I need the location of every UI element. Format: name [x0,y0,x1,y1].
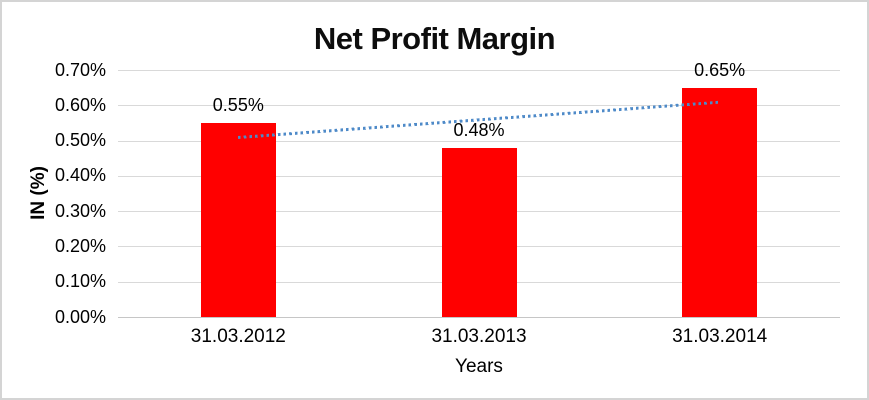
gridline [118,140,840,142]
y-tick-label: 0.60% [54,94,106,115]
x-tick-label: 31.03.2012 [190,326,286,347]
bar-data-label: 0.55% [212,94,264,115]
y-tick-label: 0.70% [54,59,106,80]
y-tick-label: 0.20% [54,235,106,256]
x-axis-title: Years [455,356,503,377]
bar-data-label: 0.65% [694,59,746,80]
y-tick-label: 0.10% [54,271,106,292]
y-tick-label: 0.40% [54,165,106,186]
bar [200,122,276,317]
x-tick-label: 31.03.2014 [672,326,768,347]
gridline [118,70,840,71]
bar [441,147,517,317]
y-tick-label: 0.30% [54,200,106,221]
gridline [118,317,840,318]
x-tick-label: 31.03.2013 [431,326,527,347]
gridline [118,105,840,107]
y-tick-label: 0.50% [54,130,106,151]
bar [682,87,758,317]
chart-title: Net Profit Margin [313,21,556,56]
y-tick-label: 0.00% [54,306,106,327]
bar-data-label: 0.48% [453,119,505,140]
